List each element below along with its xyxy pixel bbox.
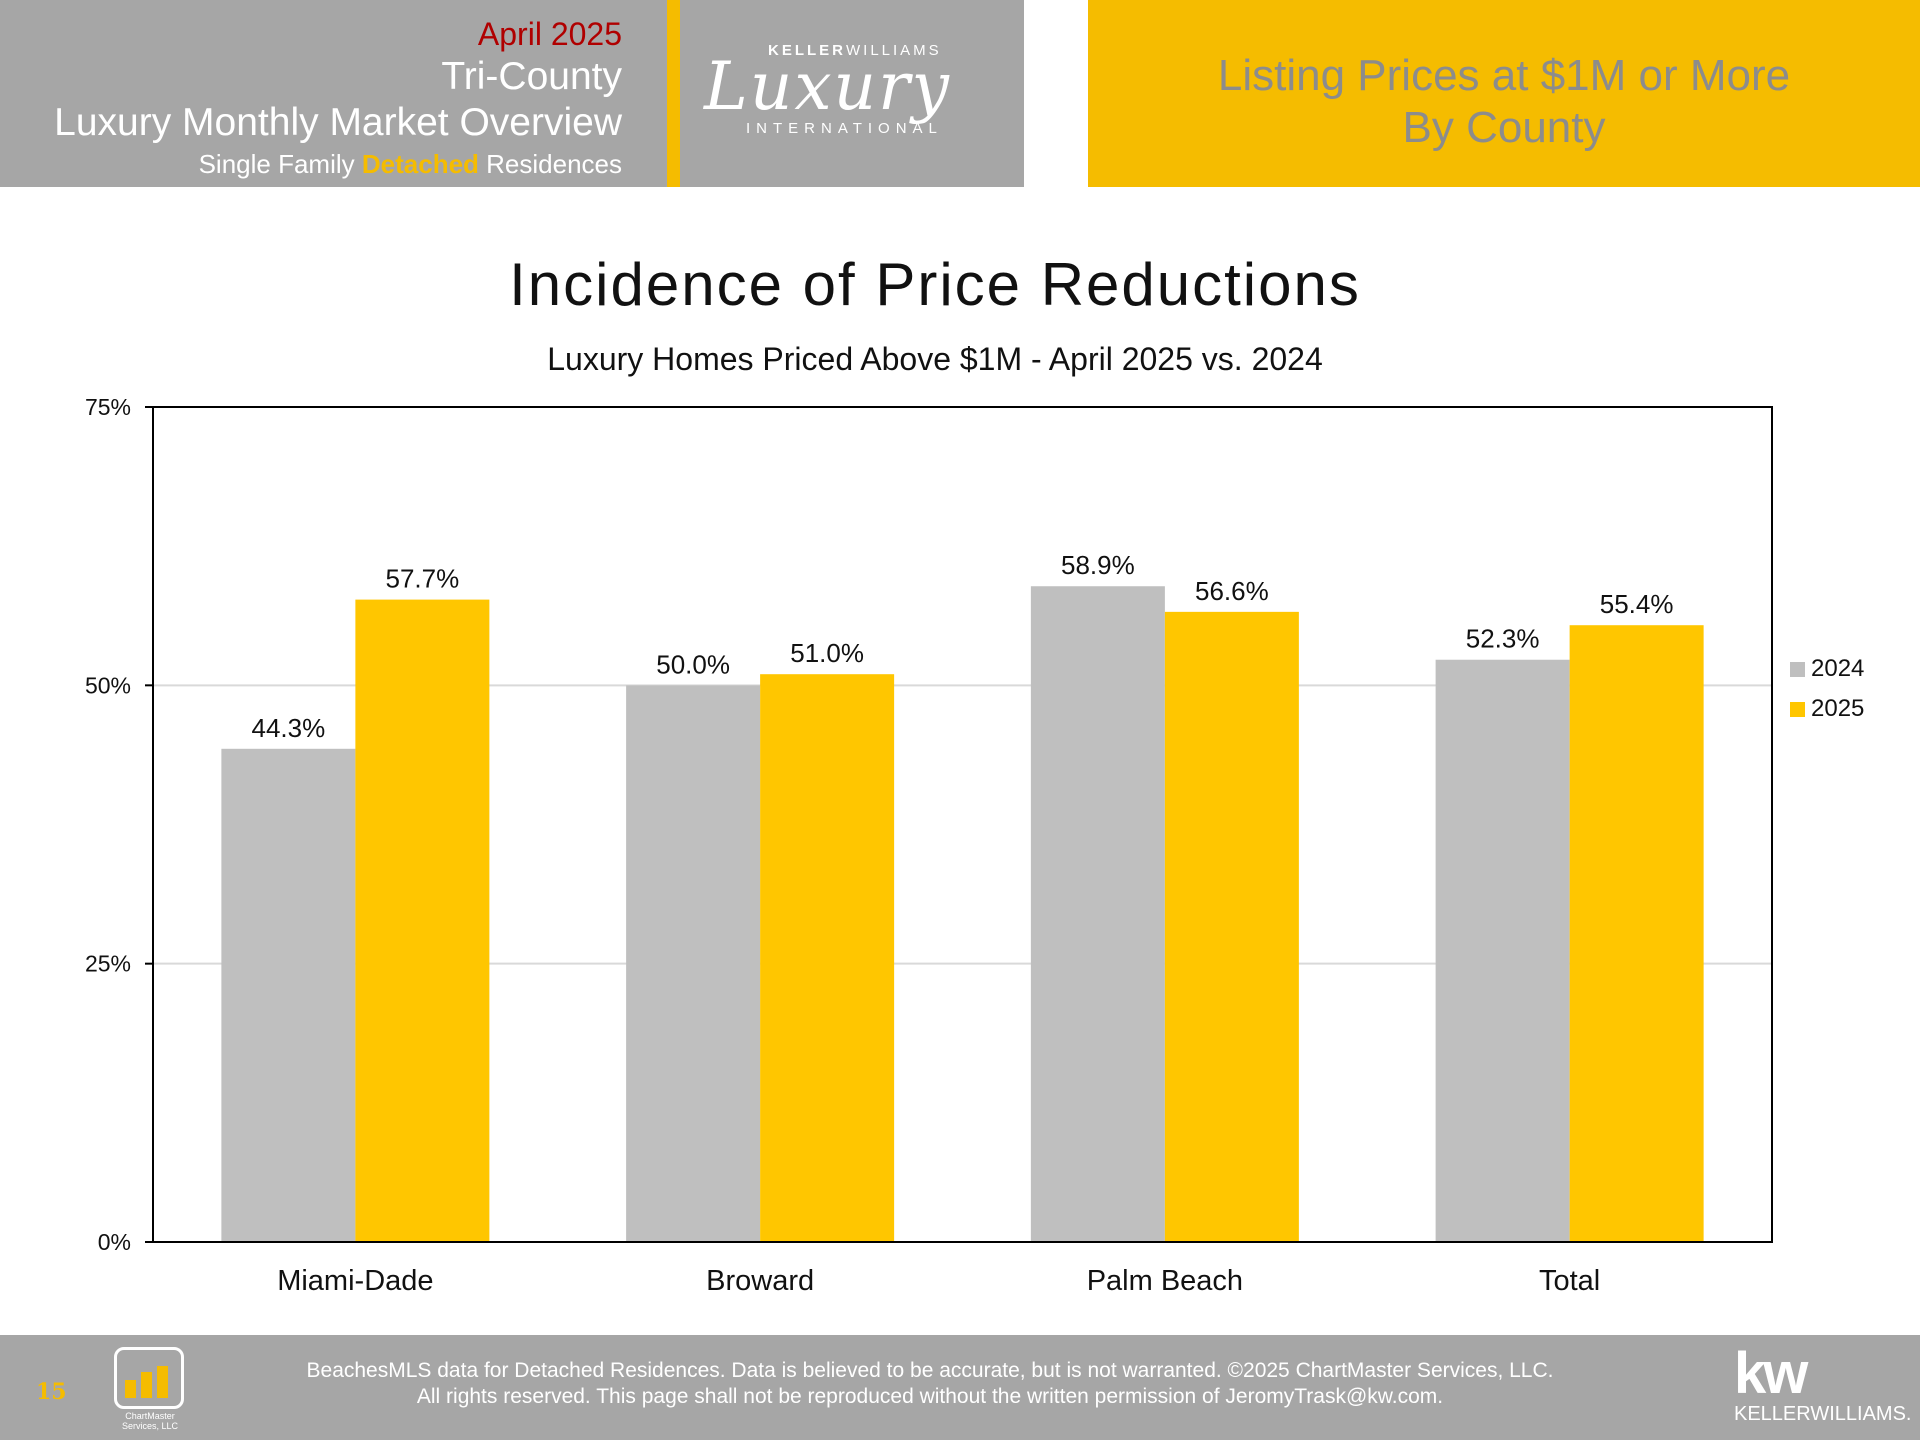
legend-label-2024: 2024	[1811, 655, 1865, 682]
bar-2025	[355, 599, 490, 1242]
x-tick-label: Palm Beach	[1087, 1265, 1243, 1297]
kw-logo: kw KELLERWILLIAMS.	[1734, 1341, 1912, 1426]
data-label-2025: 56.6%	[1195, 576, 1269, 606]
report-month: April 2025	[477, 16, 622, 52]
subtitle-highlight: Detached	[361, 149, 479, 179]
y-tick-label: 0%	[98, 1229, 131, 1255]
header-text-block: April 2025 Tri-County Luxury Monthly Mar…	[54, 14, 622, 182]
bar-2025	[760, 674, 895, 1242]
y-tick-label: 25%	[85, 951, 131, 977]
report-title: Luxury Monthly Market Overview	[54, 101, 622, 144]
section-title-banner: Listing Prices at $1M or More By County	[1088, 0, 1920, 187]
section-title-line2: By County	[1402, 103, 1606, 152]
bar-2025	[1569, 625, 1704, 1242]
logo-script: Luxury	[704, 48, 951, 125]
data-label-2024: 52.3%	[1466, 624, 1540, 654]
chartmaster-logo: ChartMaster Services, LLC	[112, 1345, 188, 1431]
subtitle-prefix: Single Family	[198, 149, 362, 179]
footer: 15 ChartMaster Services, LLC BeachesMLS …	[0, 1335, 1920, 1440]
bar-2024	[221, 748, 356, 1242]
bar-2024	[1030, 586, 1165, 1242]
footer-disclaimer: BeachesMLS data for Detached Residences.…	[230, 1358, 1630, 1410]
footer-disclaimer-line2: All rights reserved. This page shall not…	[416, 1385, 1444, 1408]
bar-2024	[626, 685, 761, 1242]
x-tick-label: Miami-Dade	[277, 1265, 433, 1297]
legend-swatch-2024	[1790, 661, 1805, 677]
data-label-2024: 58.9%	[1061, 550, 1135, 580]
data-label-2024: 44.3%	[252, 713, 326, 743]
footer-disclaimer-line1: BeachesMLS data for Detached Residences.…	[306, 1359, 1554, 1382]
subtitle-suffix: Residences	[478, 149, 622, 179]
chart-title: Incidence of Price Reductions	[509, 251, 1361, 318]
logo-international: INTERNATIONAL	[746, 120, 943, 137]
page-number: 15	[36, 1379, 67, 1405]
property-type-subtitle: Single Family Detached Residences	[54, 146, 622, 182]
data-label-2025: 55.4%	[1600, 589, 1674, 619]
header-banner: April 2025 Tri-County Luxury Monthly Mar…	[0, 0, 1024, 187]
x-tick-label: Total	[1539, 1265, 1600, 1297]
bar-chart: 44.3% 57.7% Miami-Dade 50.0% 51.0% Broward 58.…	[85, 394, 1773, 1297]
kw-logo-mark: kw	[1734, 1341, 1808, 1406]
data-label-2024: 50.0%	[656, 649, 730, 679]
plot-frame	[152, 406, 1773, 1243]
legend-swatch-2025	[1790, 701, 1805, 717]
region-title: Tri-County	[441, 55, 622, 98]
chartmaster-logo-text: ChartMaster Services, LLC	[121, 1411, 179, 1431]
bar-2025	[1164, 611, 1299, 1242]
y-tick-label: 75%	[85, 394, 131, 420]
data-label-2025: 57.7%	[386, 564, 460, 594]
kw-logo-wordmark: KELLERWILLIAMS.	[1734, 1403, 1912, 1425]
keller-williams-luxury-logo: KELLERWILLIAMS Luxury INTERNATIONAL	[694, 38, 1024, 148]
logo-brand: KELLERWILLIAMS	[768, 42, 942, 59]
legend-label-2025: 2025	[1811, 695, 1865, 722]
section-title-line1: Listing Prices at $1M or More	[1217, 51, 1791, 100]
header-accent-bar	[667, 0, 680, 187]
x-tick-label: Broward	[706, 1265, 814, 1297]
chart-subtitle: Luxury Homes Priced Above $1M - April 20…	[547, 341, 1323, 377]
chart-legend: 2024 2025	[1790, 649, 1864, 729]
data-label-2025: 51.0%	[790, 638, 864, 668]
chartmaster-chart-icon	[114, 1347, 184, 1409]
legend-item-2024: 2024	[1790, 649, 1864, 689]
bar-2024	[1435, 659, 1570, 1242]
legend-item-2025: 2025	[1790, 689, 1864, 729]
y-tick-label: 50%	[85, 672, 131, 698]
